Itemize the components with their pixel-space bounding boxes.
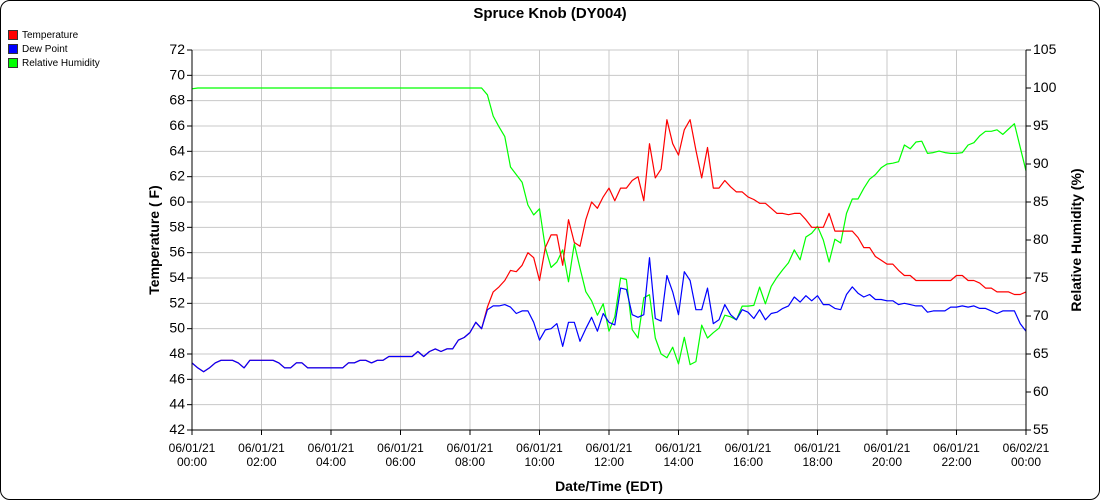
y-tick-label: 68 bbox=[169, 92, 185, 108]
legend-label: Temperature bbox=[22, 29, 79, 41]
y-axis-label: Temperature ( F) bbox=[146, 185, 162, 294]
y-tick-label: 42 bbox=[169, 421, 185, 437]
y-tick-label: 70 bbox=[169, 66, 185, 82]
y-tick-label: 50 bbox=[169, 320, 185, 336]
x-tick-label-date: 06/01/21 bbox=[308, 441, 355, 455]
x-tick-label-time: 20:00 bbox=[872, 455, 902, 469]
series-line-relative-humidity bbox=[191, 87, 1027, 366]
x-tick-label-date: 06/01/21 bbox=[447, 441, 494, 455]
y2-tick-label: 90 bbox=[1033, 155, 1049, 171]
y-tick-label: 44 bbox=[169, 396, 185, 412]
y-tick-label: 60 bbox=[169, 193, 185, 209]
y-tick-label: 52 bbox=[169, 294, 185, 310]
series-line-dew-point bbox=[191, 257, 1027, 373]
x-tick-label-time: 00:00 bbox=[1011, 455, 1041, 469]
x-tick-label-time: 14:00 bbox=[663, 455, 693, 469]
x-tick-label-time: 08:00 bbox=[455, 455, 485, 469]
y-tick-label: 56 bbox=[169, 244, 185, 260]
y2-tick-label: 95 bbox=[1033, 117, 1049, 133]
y2-tick-label: 70 bbox=[1033, 307, 1049, 323]
y-tick-label: 58 bbox=[169, 218, 185, 234]
x-tick-label-time: 06:00 bbox=[385, 455, 415, 469]
x-tick-label-time: 04:00 bbox=[316, 455, 346, 469]
x-tick-label-date: 06/01/21 bbox=[794, 441, 841, 455]
x-tick-label-date: 06/01/21 bbox=[725, 441, 772, 455]
y2-tick-label: 55 bbox=[1033, 421, 1049, 437]
axes: 42 44 46 48 50 52 54 56 58 60 62 64 66 68 70 72 55 60 65 70… bbox=[169, 41, 1057, 469]
x-tick-label-time: 18:00 bbox=[802, 455, 832, 469]
y2-tick-label: 80 bbox=[1033, 231, 1049, 247]
y-tick-label: 72 bbox=[169, 41, 185, 57]
x-tick-label-date: 06/01/21 bbox=[933, 441, 980, 455]
x-tick-label-date: 06/01/21 bbox=[655, 441, 702, 455]
chart-title: Spruce Knob (DY004) bbox=[473, 5, 627, 22]
legend-item-dew-point: Dew Point bbox=[8, 42, 100, 56]
x-tick-label-date: 06/01/21 bbox=[586, 441, 633, 455]
legend-item-relative-humidity: Relative Humidity bbox=[8, 56, 100, 70]
y2-axis-label: Relative Humidity (%) bbox=[1068, 168, 1084, 311]
legend-swatch-dew-point bbox=[8, 44, 18, 54]
legend-label: Relative Humidity bbox=[22, 57, 100, 69]
x-tick-label-date: 06/01/21 bbox=[238, 441, 285, 455]
y-tick-label: 54 bbox=[169, 269, 185, 285]
legend-swatch-temperature bbox=[8, 30, 18, 40]
y-tick-label: 62 bbox=[169, 168, 185, 184]
y2-tick-label: 75 bbox=[1033, 269, 1049, 285]
legend-label: Dew Point bbox=[22, 43, 68, 55]
x-tick-label-date: 06/01/21 bbox=[169, 441, 216, 455]
x-tick-label-date: 06/02/21 bbox=[1003, 441, 1050, 455]
x-tick-label-time: 00:00 bbox=[177, 455, 207, 469]
y2-tick-label: 85 bbox=[1033, 193, 1049, 209]
x-tick-label-time: 12:00 bbox=[594, 455, 624, 469]
y-tick-label: 66 bbox=[169, 117, 185, 133]
x-tick-label-time: 16:00 bbox=[733, 455, 763, 469]
legend-swatch-relative-humidity bbox=[8, 58, 18, 68]
legend: Temperature Dew Point Relative Humidity bbox=[8, 28, 100, 70]
x-tick-label-date: 06/01/21 bbox=[377, 441, 424, 455]
x-tick-label-date: 06/01/21 bbox=[516, 441, 563, 455]
y-tick-label: 46 bbox=[169, 370, 185, 386]
y2-tick-label: 105 bbox=[1033, 41, 1057, 57]
x-tick-label-date: 06/01/21 bbox=[864, 441, 911, 455]
x-tick-label-time: 10:00 bbox=[524, 455, 554, 469]
y2-tick-label: 100 bbox=[1033, 79, 1057, 95]
legend-item-temperature: Temperature bbox=[8, 28, 100, 42]
x-tick-label-time: 02:00 bbox=[246, 455, 276, 469]
y2-tick-label: 60 bbox=[1033, 383, 1049, 399]
y-tick-label: 64 bbox=[169, 142, 185, 158]
series-lines bbox=[191, 87, 1027, 373]
x-tick-label-time: 22:00 bbox=[941, 455, 971, 469]
gridlines bbox=[191, 49, 1027, 431]
x-axis-label: Date/Time (EDT) bbox=[555, 478, 663, 494]
y-tick-label: 48 bbox=[169, 345, 185, 361]
y2-tick-label: 65 bbox=[1033, 345, 1049, 361]
